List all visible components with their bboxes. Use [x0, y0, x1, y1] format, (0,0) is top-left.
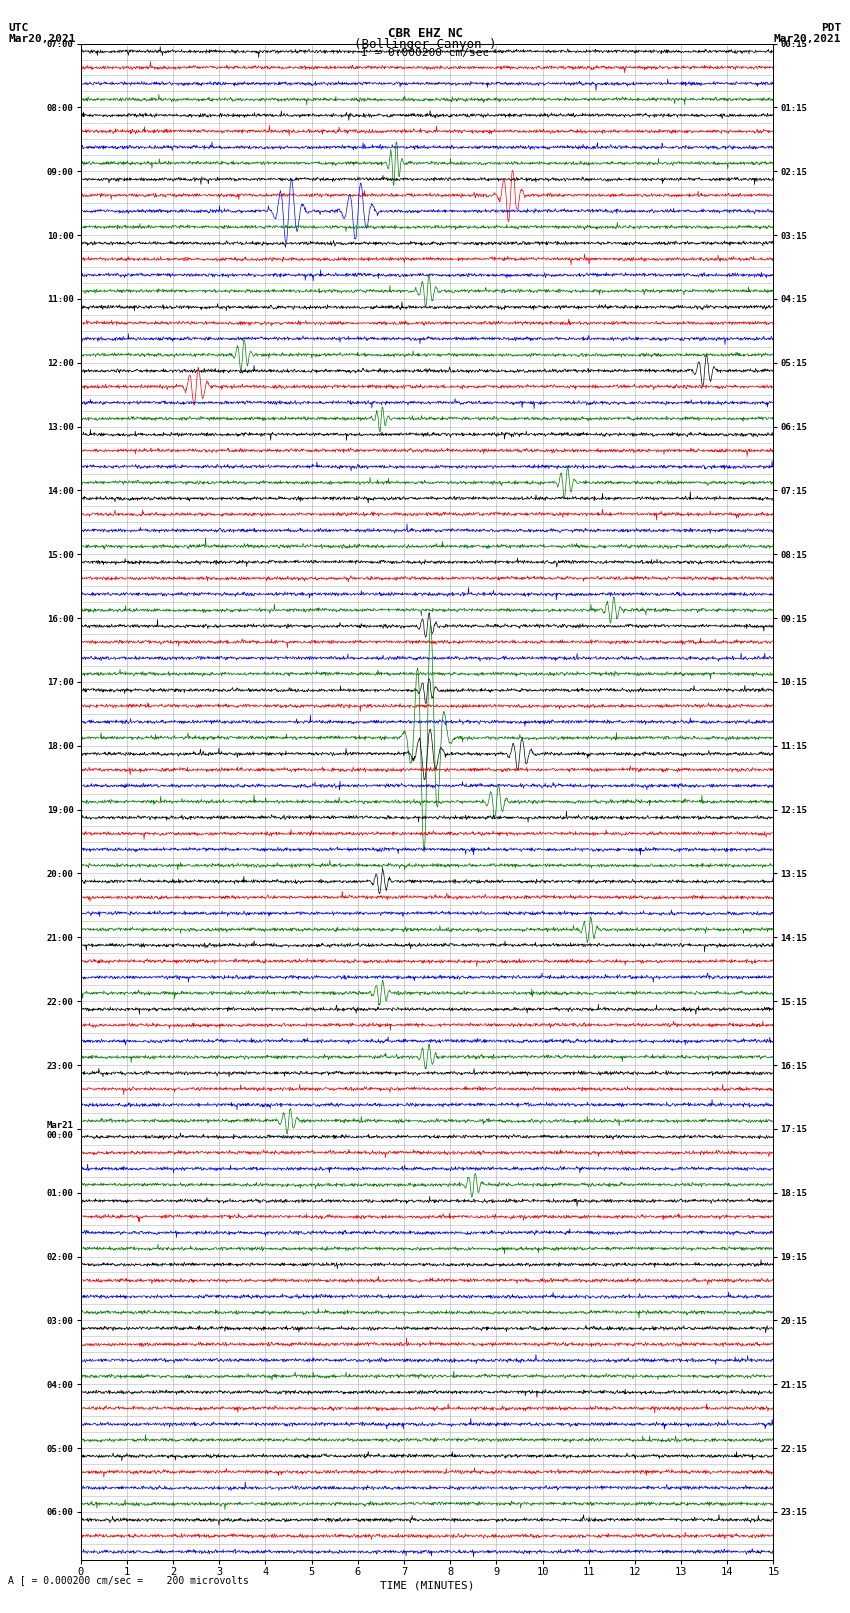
X-axis label: TIME (MINUTES): TIME (MINUTES)	[380, 1581, 474, 1590]
Text: A [ = 0.000200 cm/sec =    200 microvolts: A [ = 0.000200 cm/sec = 200 microvolts	[8, 1576, 249, 1586]
Text: Mar20,2021: Mar20,2021	[8, 34, 76, 44]
Text: PDT: PDT	[821, 23, 842, 32]
Text: UTC: UTC	[8, 23, 29, 32]
Text: I = 0.000200 cm/sec: I = 0.000200 cm/sec	[361, 48, 489, 58]
Text: Mar20,2021: Mar20,2021	[774, 34, 842, 44]
Text: CBR EHZ NC: CBR EHZ NC	[388, 26, 462, 40]
Text: (Bollinger Canyon ): (Bollinger Canyon )	[354, 37, 496, 52]
